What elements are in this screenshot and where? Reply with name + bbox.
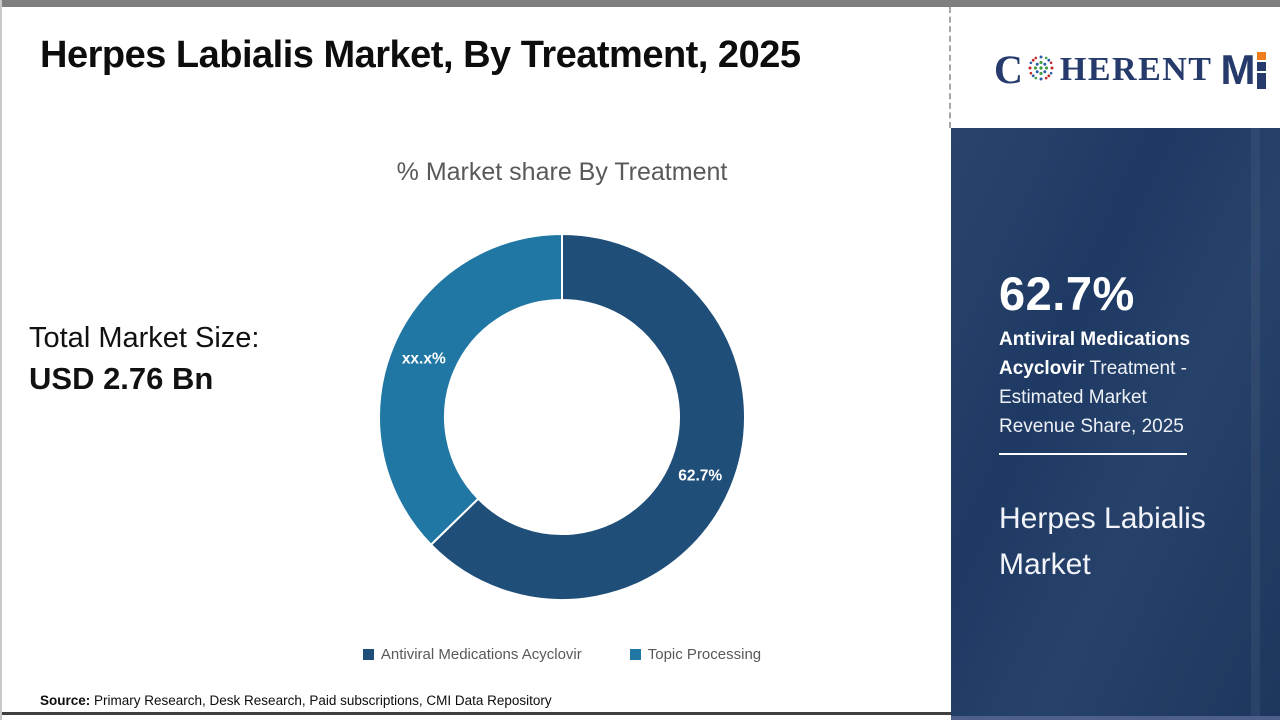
dashed-separator	[949, 7, 951, 128]
total-market-size-label: Total Market Size:	[29, 322, 260, 354]
panel-stat-value: 62.7%	[999, 267, 1135, 320]
panel-texture-band	[1251, 128, 1260, 720]
chart-title: % Market share By Treatment	[396, 158, 728, 186]
logo-letter-c: C	[994, 47, 1023, 92]
chart-legend: Antiviral Medications Acyclovir Topic Pr…	[282, 646, 842, 663]
globe-dots-icon	[1025, 52, 1057, 89]
side-panel: 62.7% Antiviral Medications Acyclovir Tr…	[951, 128, 1280, 720]
total-market-size-value: USD 2.76 Bn	[29, 361, 214, 396]
panel-desc-rest: Treatment - Estimated Market Revenue Sha…	[999, 358, 1187, 437]
logo-i-mark	[1257, 51, 1267, 89]
donut-svg: 62.7% xx.x%	[378, 232, 746, 601]
legend-item: Antiviral Medications Acyclovir	[362, 646, 582, 663]
page-title: Herpes Labialis Market, By Treatment, 20…	[40, 34, 801, 76]
panel-stat-description: Antiviral Medications Acyclovir Treatmen…	[999, 325, 1221, 441]
donut-slice	[429, 232, 746, 601]
legend-swatch	[629, 649, 641, 660]
coherentmi-logo: C	[994, 46, 1267, 93]
total-market-size-block: Total Market Size: USD 2.76 Bn	[29, 322, 259, 397]
slice-label: 62.7%	[678, 467, 722, 484]
legend-swatch	[362, 649, 374, 660]
legend-item: Topic Processing	[629, 646, 762, 663]
logo-letter-m: M	[1220, 46, 1255, 93]
logo-letters-herent: HERENT	[1059, 51, 1213, 88]
top-gray-bar	[2, 0, 1280, 7]
panel-market-title: Herpes Labialis Market	[999, 502, 1206, 581]
slice-label: xx.x%	[402, 351, 446, 368]
source-line: Source: Primary Research, Desk Research,…	[40, 693, 552, 708]
legend-label: Topic Processing	[647, 646, 762, 663]
panel-divider	[999, 453, 1187, 455]
source-label: Source:	[40, 693, 91, 708]
legend-label: Antiviral Medications Acyclovir	[380, 646, 582, 663]
bottom-border-line	[2, 712, 951, 715]
panel-texture	[951, 128, 1280, 720]
donut-chart: 62.7% xx.x%	[352, 207, 772, 627]
panel-bottom-strip	[951, 716, 1280, 720]
donut-slice	[378, 232, 563, 547]
source-text: Primary Research, Desk Research, Paid su…	[90, 693, 552, 708]
panel-desc-bold: Antiviral Medications Acyclovir	[999, 329, 1191, 379]
